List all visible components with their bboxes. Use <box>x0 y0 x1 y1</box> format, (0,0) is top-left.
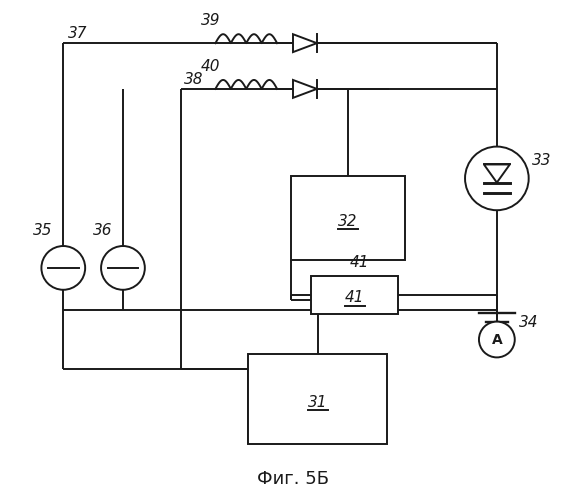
Text: Фиг. 5Б: Фиг. 5Б <box>257 470 329 488</box>
Text: 34: 34 <box>519 314 538 330</box>
FancyBboxPatch shape <box>291 176 405 260</box>
Circle shape <box>42 246 85 290</box>
Text: A: A <box>492 334 502 347</box>
Text: 32: 32 <box>338 214 357 228</box>
Circle shape <box>465 146 529 210</box>
Text: 37: 37 <box>68 26 88 41</box>
Text: 41: 41 <box>350 255 369 270</box>
Text: 40: 40 <box>200 59 220 74</box>
Text: 35: 35 <box>33 223 53 238</box>
Polygon shape <box>293 80 317 98</box>
FancyBboxPatch shape <box>248 354 387 444</box>
Polygon shape <box>484 164 510 182</box>
Circle shape <box>479 322 515 358</box>
Text: 31: 31 <box>308 394 328 409</box>
Text: 36: 36 <box>93 223 113 238</box>
Circle shape <box>101 246 145 290</box>
Text: 41: 41 <box>345 290 364 305</box>
Text: 39: 39 <box>200 13 220 28</box>
Polygon shape <box>293 34 317 52</box>
FancyBboxPatch shape <box>311 276 398 314</box>
Text: 33: 33 <box>532 154 551 168</box>
Text: 38: 38 <box>183 72 203 87</box>
